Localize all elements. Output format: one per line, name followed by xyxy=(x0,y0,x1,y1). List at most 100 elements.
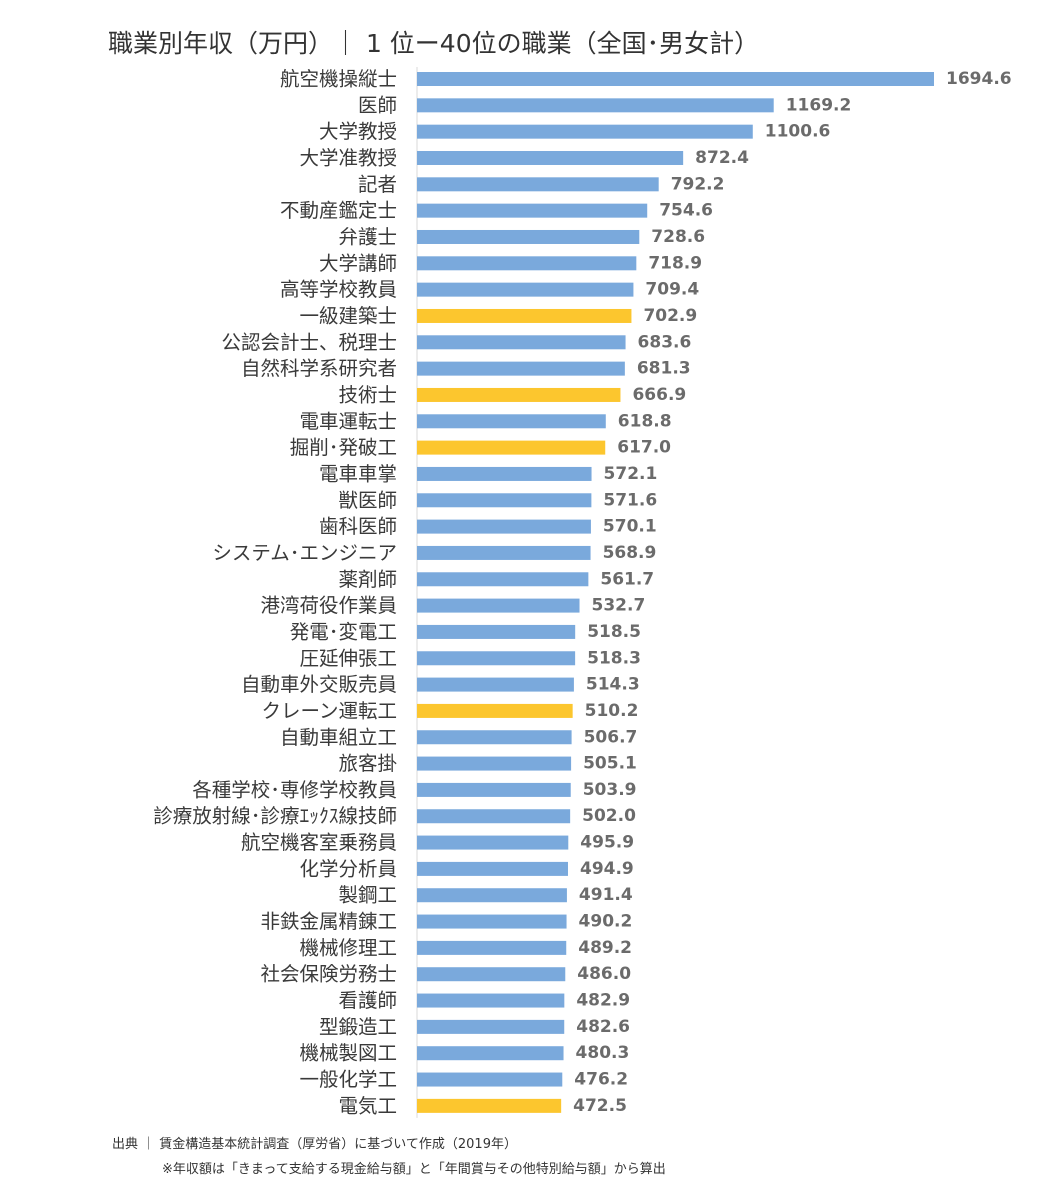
bar xyxy=(417,1072,563,1087)
value-label: 561.7 xyxy=(600,569,654,589)
category-label: 大学教授 xyxy=(319,120,397,143)
category-label: 電車運転士 xyxy=(299,410,397,433)
value-label: 709.4 xyxy=(645,280,699,300)
bar-highlighted xyxy=(417,703,573,718)
category-label: システム･エンジニア xyxy=(212,541,397,564)
bar xyxy=(417,150,684,165)
value-label: 728.6 xyxy=(651,227,705,247)
bar xyxy=(417,282,634,297)
value-label: 476.2 xyxy=(574,1070,628,1090)
value-label: 510.2 xyxy=(585,701,639,721)
value-label: 702.9 xyxy=(643,306,697,326)
bar xyxy=(417,177,659,192)
source-note: 出典 ｜ 賃金構造基本統計調査（厚労省）に基づいて作成（2019年） xyxy=(112,1137,517,1152)
value-label: 486.0 xyxy=(577,964,631,984)
value-label: 618.8 xyxy=(618,411,672,431)
category-label: 非鉄金属精錬工 xyxy=(260,910,397,933)
bar-highlighted xyxy=(417,308,632,323)
value-label: 617.0 xyxy=(617,438,671,458)
bar-highlighted xyxy=(417,440,606,455)
bar xyxy=(417,835,569,850)
bar xyxy=(417,809,571,824)
bar xyxy=(417,598,580,613)
category-label: 記者 xyxy=(358,173,397,196)
bar-highlighted xyxy=(417,387,621,402)
bar xyxy=(417,888,567,903)
bar xyxy=(417,335,626,350)
value-label: 568.9 xyxy=(603,543,657,563)
category-label: 診療放射線･診療ｴｯｸｽ線技師 xyxy=(153,805,397,828)
value-label: 495.9 xyxy=(580,833,634,853)
category-label: 看護師 xyxy=(338,989,397,1012)
value-label: 506.7 xyxy=(584,727,638,747)
value-label: 491.4 xyxy=(579,885,633,905)
value-label: 872.4 xyxy=(695,148,749,168)
category-label: 高等学校教員 xyxy=(280,278,397,301)
category-label: 機械製図工 xyxy=(299,1042,397,1065)
value-label: 518.3 xyxy=(587,648,641,668)
value-label: 482.9 xyxy=(576,991,630,1011)
bar xyxy=(417,72,934,86)
category-label: 電車車掌 xyxy=(319,462,397,485)
category-label: 自動車外交販売員 xyxy=(241,673,397,696)
value-label: 1169.2 xyxy=(786,95,852,115)
value-label: 572.1 xyxy=(604,464,658,484)
value-label: 1694.6 xyxy=(946,69,1012,89)
bar xyxy=(417,256,637,271)
category-label: 航空機客室乗務員 xyxy=(241,831,397,854)
category-label: 大学講師 xyxy=(319,252,397,275)
category-label: 型鍛造工 xyxy=(319,1015,397,1038)
bar xyxy=(417,782,571,797)
category-label: 技術士 xyxy=(338,383,397,406)
value-label: 489.2 xyxy=(578,938,632,958)
category-label: 機械修理工 xyxy=(299,936,397,959)
value-label: 503.9 xyxy=(583,780,637,800)
value-label: 505.1 xyxy=(583,754,637,774)
category-label: 自動車組立工 xyxy=(280,726,397,749)
value-label: 482.6 xyxy=(576,1017,630,1037)
chart-title: 職業別年収（万円）｜ 1 位ー40位の職業（全国･男女計） xyxy=(108,29,760,58)
value-label: 683.6 xyxy=(638,332,692,352)
category-label: 航空機操縦士 xyxy=(280,68,397,91)
calculation-note: ※年収額は「きまって支給する現金給与額」と「年間賞与その他特別給与額」から算出 xyxy=(162,1162,666,1177)
bar xyxy=(417,545,591,560)
category-label: 電気工 xyxy=(338,1094,397,1117)
bar xyxy=(417,98,774,113)
bar xyxy=(417,493,592,508)
value-label: 480.3 xyxy=(576,1043,630,1063)
bar xyxy=(417,414,606,429)
value-label: 1100.6 xyxy=(765,122,831,142)
bar xyxy=(417,993,565,1008)
value-label: 518.5 xyxy=(587,622,641,642)
bar xyxy=(417,519,591,534)
category-label: 獣医師 xyxy=(338,489,397,512)
value-label: 792.2 xyxy=(671,174,725,194)
category-label: 社会保険労務士 xyxy=(260,963,397,986)
value-label: 718.9 xyxy=(648,253,702,273)
bar xyxy=(417,861,568,876)
value-label: 666.9 xyxy=(632,385,686,405)
value-label: 502.0 xyxy=(582,806,636,826)
bar xyxy=(417,677,574,692)
category-label: 掘削･発破工 xyxy=(290,436,397,459)
value-label: 494.9 xyxy=(580,859,634,879)
bar xyxy=(417,229,640,244)
value-label: 532.7 xyxy=(592,596,646,616)
bar xyxy=(417,651,576,666)
category-label: 歯科医師 xyxy=(319,515,397,538)
category-label: 医師 xyxy=(358,94,397,117)
category-label: 一級建築士 xyxy=(299,304,397,327)
category-label: 発電･変電工 xyxy=(290,620,397,643)
category-label: 一般化学工 xyxy=(299,1068,397,1091)
category-label: 圧延伸張工 xyxy=(299,647,397,670)
value-label: 514.3 xyxy=(586,675,640,695)
bar xyxy=(417,466,592,481)
value-label: 472.5 xyxy=(573,1096,627,1116)
category-label: 製鋼工 xyxy=(338,884,397,907)
category-label: クレーン運転工 xyxy=(261,699,397,722)
bar-highlighted xyxy=(417,1098,562,1113)
bar xyxy=(417,203,648,218)
bar xyxy=(417,940,567,955)
